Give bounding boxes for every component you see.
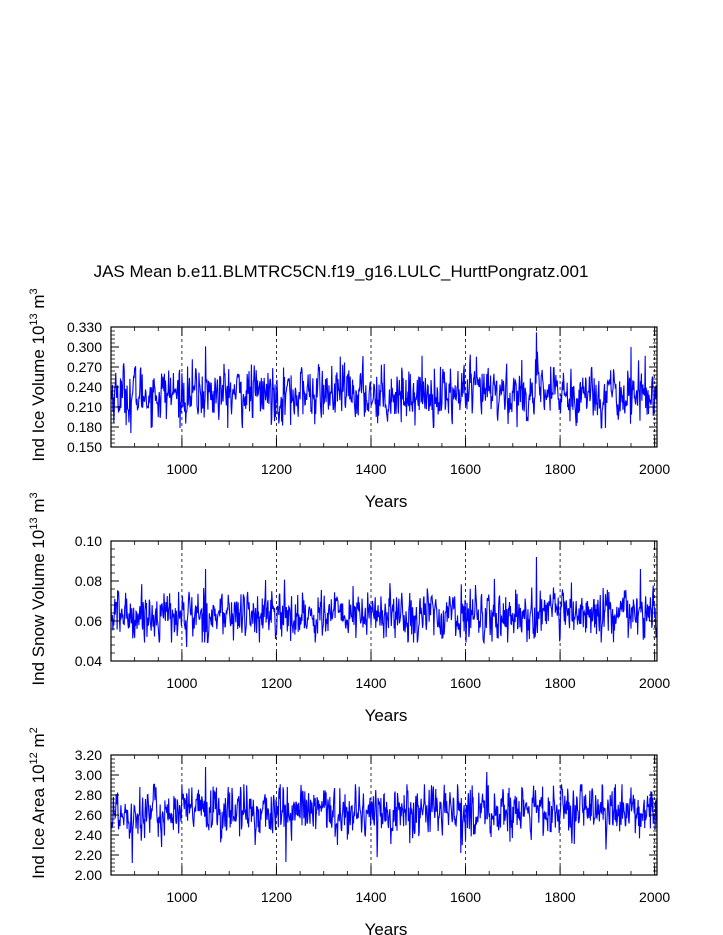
x-tick-label: 1200 — [261, 675, 292, 691]
plot-frame — [110, 540, 658, 662]
y-label-unit: m — [29, 733, 48, 752]
y-tick-label: 2.60 — [75, 807, 102, 823]
y-label-exponent: 13 — [28, 517, 40, 529]
y-label-exponent: 12 — [28, 752, 40, 764]
x-tick-label: 1400 — [355, 461, 386, 477]
y-tick-label: 0.10 — [75, 533, 102, 549]
x-tick-label: 1600 — [450, 461, 481, 477]
x-axis-label: Years — [365, 492, 408, 511]
chart-title: JAS Mean b.e11.BLMTRC5CN.f19_g16.LULC_Hu… — [94, 262, 589, 281]
x-tick-label: 1200 — [261, 461, 292, 477]
series-line — [111, 766, 657, 864]
x-axis-label: Years — [365, 706, 408, 725]
x-tick-label: 1400 — [355, 675, 386, 691]
x-tick-label: 1800 — [545, 461, 576, 477]
x-tick-label: 2000 — [639, 461, 670, 477]
x-tick-label: 1600 — [450, 675, 481, 691]
x-tick-label: 1600 — [450, 889, 481, 905]
y-label-text: Ind Ice Area 10 — [29, 764, 48, 878]
y-label-exponent: 13 — [28, 313, 40, 325]
x-tick-label: 1800 — [545, 889, 576, 905]
y-tick-label: 2.80 — [75, 787, 102, 803]
x-axis-label: Years — [365, 920, 408, 935]
y-tick-label: 0.08 — [75, 573, 102, 589]
x-tick-label: 1000 — [166, 889, 197, 905]
y-tick-label: 0.150 — [67, 439, 102, 455]
x-tick-label: 1000 — [166, 461, 197, 477]
y-axis-label: Ind Ice Volume 1013 m3 — [28, 288, 48, 461]
y-label-unit-exponent: 3 — [28, 288, 40, 294]
y-tick-label: 0.210 — [67, 399, 102, 415]
x-tick-label: 1400 — [355, 889, 386, 905]
y-label-text: Ind Ice Volume 10 — [29, 326, 48, 462]
y-tick-label: 0.04 — [75, 653, 102, 669]
panel-1: 1000 1200 1400 1600 1800 2000 0.150 0.180 0.210 0… — [28, 288, 670, 511]
y-tick-label: 0.330 — [67, 319, 102, 335]
x-tick-label: 1000 — [166, 675, 197, 691]
y-label-unit: m — [29, 294, 48, 313]
y-tick-label: 0.300 — [67, 339, 102, 355]
y-label-unit: m — [29, 499, 48, 518]
y-tick-label: 3.20 — [75, 747, 102, 763]
series-line — [111, 332, 657, 434]
x-tick-label: 2000 — [639, 889, 670, 905]
panel-2: 1000 1200 1400 1600 1800 2000 0.04 0.06 0.08 0.10… — [28, 492, 670, 725]
y-label-text: Ind Snow Volume 10 — [29, 530, 48, 686]
y-tick-label: 2.20 — [75, 847, 102, 863]
x-tick-label: 1200 — [261, 889, 292, 905]
y-label-unit-exponent: 3 — [28, 492, 40, 498]
series-line — [111, 556, 657, 648]
y-tick-label: 0.06 — [75, 613, 102, 629]
y-tick-label: 0.180 — [67, 419, 102, 435]
y-tick-label: 2.00 — [75, 867, 102, 883]
x-tick-label: 2000 — [639, 675, 670, 691]
panel-3: 1000 1200 1400 1600 1800 2000 2.00 2.20 2.40 2.60… — [28, 727, 670, 935]
y-tick-label: 2.40 — [75, 827, 102, 843]
y-tick-label: 0.240 — [67, 379, 102, 395]
y-axis-label: Ind Ice Area 1012 m2 — [28, 727, 48, 879]
y-tick-label: 0.270 — [67, 359, 102, 375]
x-tick-label: 1800 — [545, 675, 576, 691]
y-axis-label: Ind Snow Volume 1013 m3 — [28, 492, 48, 685]
y-label-unit-exponent: 2 — [28, 727, 40, 733]
y-tick-label: 3.00 — [75, 767, 102, 783]
